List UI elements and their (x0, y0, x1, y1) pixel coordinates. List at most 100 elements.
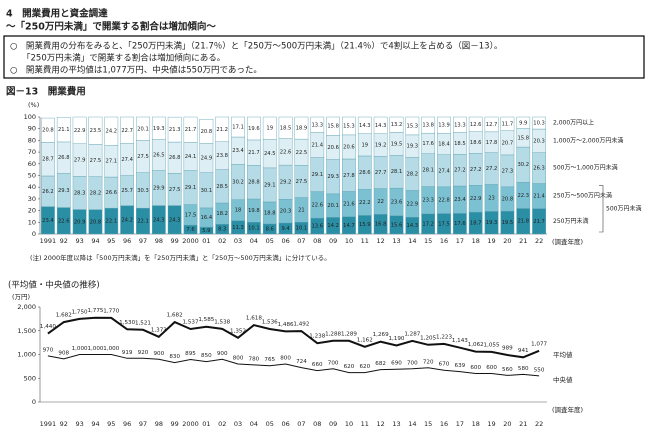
value-label: 21.4 (311, 143, 323, 149)
value-label: 20.1 (327, 203, 339, 209)
value-label: 27.1 (106, 159, 118, 165)
y-tick-label: 1,000 (17, 351, 36, 359)
value-label: 17.5 (185, 212, 197, 218)
value-label: 12.7 (486, 122, 498, 128)
y-tick-label: 80 (28, 136, 36, 144)
x-tick-label: 12 (377, 237, 385, 245)
value-label: 21.2 (216, 127, 228, 133)
value-label: 682 (375, 361, 386, 367)
value-label: 23.3 (422, 198, 434, 204)
x-tick-label: 96 (123, 420, 131, 428)
value-label: 13.8 (422, 123, 434, 129)
value-label: 13.6 (311, 224, 323, 230)
legend-label: 500万円未満 (606, 204, 641, 212)
value-label: 26.5 (153, 153, 165, 159)
bar-segment (468, 116, 483, 132)
value-label: 11.3 (232, 225, 244, 231)
value-label: 20.7 (502, 140, 514, 146)
value-label: 18 (235, 208, 242, 214)
x-tick-label: 09 (329, 237, 337, 245)
y-tick-label: 20 (28, 207, 36, 215)
value-label: 15.3 (407, 123, 419, 129)
value-label: 12.6 (470, 122, 482, 128)
value-label: 830 (169, 354, 180, 360)
value-label: 22.5 (296, 150, 308, 156)
bar-segment (262, 116, 277, 140)
x-tick-label: 93 (75, 420, 83, 428)
y-axis-label: (万円) (12, 293, 30, 301)
value-label: 21.7 (248, 150, 260, 156)
value-label: 24.3 (169, 217, 181, 223)
bar-segment (389, 116, 404, 133)
value-label: 1,062 (468, 342, 484, 348)
bar-segment (421, 116, 436, 134)
value-label: 27.4 (121, 157, 133, 163)
value-label: 18.2 (216, 211, 228, 217)
value-label: 20.9 (74, 219, 86, 225)
value-label: 22.1 (137, 219, 149, 225)
bar-segment (41, 117, 55, 143)
value-label: 15.8 (517, 135, 529, 141)
value-label: 18.7 (470, 221, 482, 227)
value-label: 1,682 (167, 313, 183, 319)
x-tick-label: 14 (408, 237, 416, 245)
x-tick-label: 09 (329, 420, 337, 428)
value-label: 20.8 (90, 219, 102, 225)
x-tick-label: 19 (487, 420, 495, 428)
bar-segment (278, 116, 293, 139)
x-tick-label: 20 (503, 237, 511, 245)
x-tick-label: 1991 (40, 237, 57, 245)
value-label: 9.4 (281, 226, 290, 232)
value-label: 28.5 (216, 184, 228, 190)
value-label: 30.3 (137, 188, 149, 194)
value-label: 28.8 (248, 180, 260, 186)
legend-label: 2,000万円以上 (553, 119, 594, 127)
value-label: 724 (296, 359, 307, 365)
value-label: 19.3 (407, 144, 419, 150)
value-label: 28.6 (359, 170, 371, 176)
value-label: 26.6 (106, 190, 118, 196)
bar-segment (500, 116, 515, 131)
value-label: 1,000 (87, 346, 103, 352)
value-label: 10.1 (296, 226, 308, 232)
value-label: 1,223 (436, 334, 452, 340)
value-label: 28.3 (74, 190, 86, 196)
bar-segment (88, 116, 103, 145)
x-tick-label: 11 (361, 237, 369, 245)
bar-segment (310, 116, 325, 133)
figure-title: 図－13 開業費用 (6, 86, 86, 98)
value-label: 780 (249, 356, 260, 362)
value-label: 17.6 (422, 141, 434, 147)
x-tick-label: 16 (440, 237, 448, 245)
value-label: 900 (153, 351, 164, 357)
bar-segment (120, 116, 134, 144)
value-label: 27.2 (470, 167, 482, 173)
value-label: 908 (58, 350, 69, 356)
y-tick-label: 40 (28, 183, 36, 191)
value-label: 19.5 (391, 141, 403, 147)
value-label: 21.4 (533, 194, 545, 200)
value-label: 27.4 (438, 168, 450, 174)
value-label: 24.1 (185, 154, 197, 160)
value-label: 15.3 (343, 123, 355, 129)
bar-segment (373, 116, 388, 134)
x-tick-label: 02 (218, 237, 226, 245)
value-label: 989 (502, 346, 513, 352)
value-label: 26.2 (42, 189, 54, 195)
value-label: 22.9 (470, 196, 482, 202)
value-label: 21.6 (343, 202, 355, 208)
x-tick-label: 99 (171, 420, 179, 428)
x-tick-label: 1991 (40, 420, 57, 428)
value-label: 19.8 (248, 208, 260, 214)
value-label: 1,190 (388, 336, 404, 342)
value-label: 23.6 (391, 199, 403, 205)
value-label: 18.5 (454, 141, 466, 147)
value-label: 13.2 (391, 122, 403, 128)
legend-label: 250万～500万円未満 (553, 192, 612, 200)
x-axis-label: (調査年度) (552, 405, 583, 414)
value-label: 24.2 (106, 129, 118, 135)
y-tick-label: 90 (28, 125, 36, 133)
value-label: 17.5 (438, 221, 450, 227)
value-label: 28.7 (42, 157, 54, 163)
